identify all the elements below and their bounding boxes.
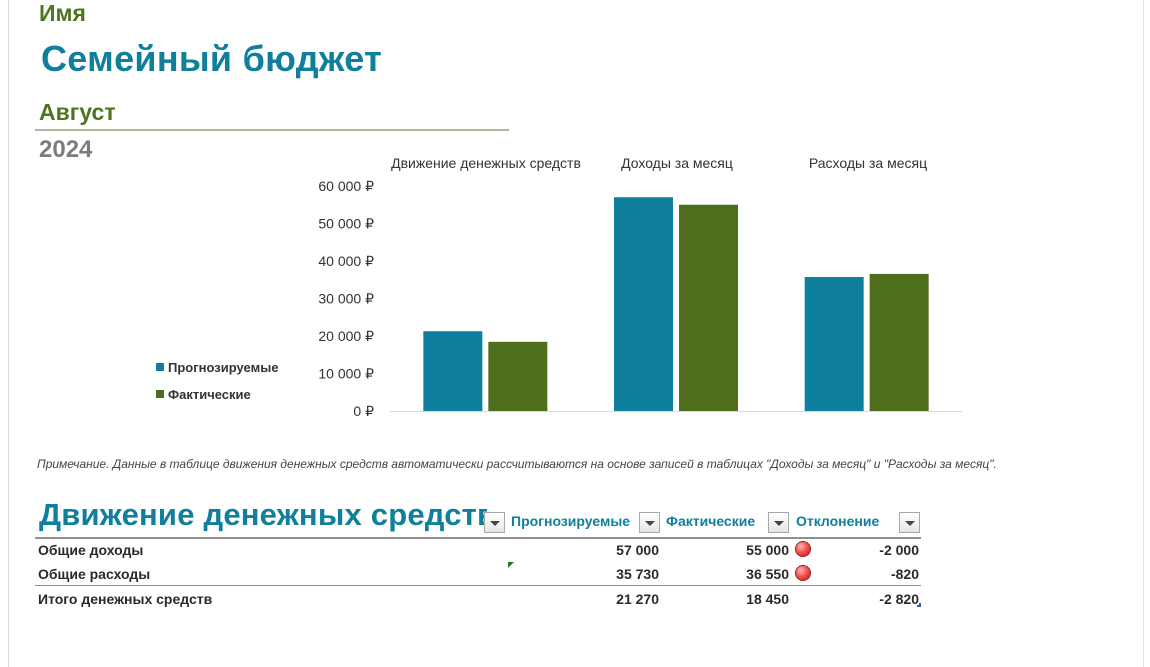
error-indicator-icon[interactable] [508,562,514,568]
y-tick-label: 10 000 ₽ [318,366,374,382]
y-tick-label: 20 000 ₽ [318,328,374,344]
legend-label-forecast: Прогнозируемые [168,359,279,375]
table-resize-handle[interactable] [917,603,921,607]
column-header-variance[interactable]: Отклонение [796,513,880,529]
legend-label-actual: Фактические [168,386,251,402]
category-label: Движение денежных средств [391,155,581,171]
page-title[interactable]: Семейный бюджет [41,38,383,79]
expenses-forecast-cell[interactable]: 35 730 [616,566,659,582]
y-tick-label: 0 ₽ [353,403,374,419]
note-text[interactable]: Примечание. Данные в таблице движения де… [37,457,997,471]
red-circle-icon [795,565,811,581]
month-label[interactable]: Август [39,99,116,125]
expenses-variance-cell[interactable]: -820 [890,566,919,582]
legend-item-actual: Фактические [156,385,279,403]
filter-dropdown-button[interactable] [639,512,660,533]
bar-actual [488,341,548,411]
bar-actual [869,273,929,411]
bar-actual [679,204,738,411]
y-tick-label: 50 000 ₽ [318,216,374,232]
category-label: Доходы за месяц [621,155,733,171]
sheet-gridline [8,0,9,667]
income-forecast-cell[interactable]: 57 000 [616,542,659,558]
chart-legend[interactable]: Прогнозируемые Фактические [156,358,279,412]
filter-dropdown-button[interactable] [484,512,505,533]
expenses-actual-cell[interactable]: 36 550 [746,566,789,582]
table-header-rule [35,537,921,539]
y-tick-label: 30 000 ₽ [318,291,374,307]
category-label: Расходы за месяц [809,155,927,171]
income-actual-cell[interactable]: 55 000 [746,542,789,558]
bar-forecast [614,197,673,411]
row-label-expenses[interactable]: Общие расходы [38,566,151,582]
year-label[interactable]: 2024 [39,136,93,163]
legend-swatch-forecast [156,363,164,371]
red-circle-icon [795,541,811,557]
column-header-forecast[interactable]: Прогнозируемые [511,513,631,529]
total-forecast-cell[interactable]: 21 270 [616,591,659,607]
cashflow-chart[interactable]: 60 000 ₽ 50 000 ₽ 40 000 ₽ 30 000 ₽ 20 000 ₽… [0,0,1150,440]
total-actual-cell[interactable]: 18 450 [746,591,789,607]
sheet-gridline [1143,0,1144,667]
table-title[interactable]: Движение денежных средств [39,497,487,532]
column-header-actual[interactable]: Фактические [666,513,756,529]
legend-swatch-actual [156,390,164,398]
table-total-rule [35,585,921,586]
y-tick-label: 40 000 ₽ [318,253,374,269]
total-variance-cell[interactable]: -2 820 [879,591,919,607]
name-label[interactable]: Имя [39,0,86,26]
y-tick-label: 60 000 ₽ [318,178,374,194]
row-label-total[interactable]: Итого денежных средств [38,591,213,607]
filter-dropdown-button[interactable] [899,512,920,533]
bar-forecast [423,331,483,411]
bar-forecast [804,277,864,411]
month-underline [35,129,509,131]
filter-dropdown-button[interactable] [768,512,789,533]
income-variance-cell[interactable]: -2 000 [879,542,919,558]
row-label-income[interactable]: Общие доходы [38,542,144,558]
legend-item-forecast: Прогнозируемые [156,358,279,376]
